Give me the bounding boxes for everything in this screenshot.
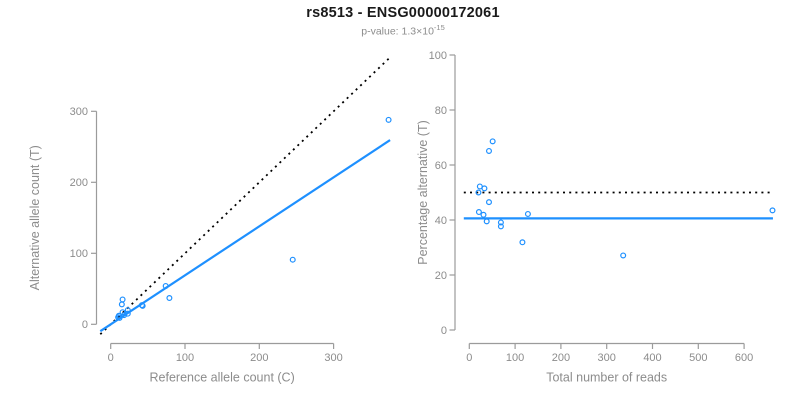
data-point xyxy=(519,239,526,246)
data-point xyxy=(124,307,131,314)
pvalue-exponent: -15 xyxy=(433,23,445,32)
data-point xyxy=(620,252,627,259)
data-point xyxy=(124,310,131,317)
y-tick-label: 0 xyxy=(82,319,88,331)
x-tick-label: 300 xyxy=(324,352,342,364)
data-point xyxy=(489,138,496,145)
x-tick-label: 200 xyxy=(250,352,268,364)
fit-line xyxy=(99,139,391,333)
x-tick-label: 400 xyxy=(643,352,661,364)
y-tick-label: 20 xyxy=(435,270,447,282)
x-tick-label: 200 xyxy=(552,352,570,364)
data-point xyxy=(385,116,392,123)
data-point xyxy=(481,185,488,192)
data-point xyxy=(497,219,504,226)
data-point xyxy=(497,223,504,230)
y-tick-label: 100 xyxy=(429,50,447,62)
x-tick-label: 500 xyxy=(689,352,707,364)
y-axis-label: Percentage alternative (T) xyxy=(416,120,430,265)
x-axis-label: Reference allele count (C) xyxy=(150,371,295,385)
data-point xyxy=(119,296,126,303)
y-tick-label: 300 xyxy=(70,106,88,118)
data-point xyxy=(483,218,490,225)
x-tick-label: 300 xyxy=(598,352,616,364)
x-tick-label: 0 xyxy=(466,352,472,364)
y-tick-label: 60 xyxy=(435,160,447,172)
data-point xyxy=(162,282,169,289)
figure-title: rs8513 - ENSG00000172061 xyxy=(306,5,500,21)
data-point xyxy=(138,302,145,309)
y-tick-label: 200 xyxy=(70,177,88,189)
data-point xyxy=(289,256,296,263)
y-tick-label: 100 xyxy=(70,248,88,260)
data-point xyxy=(480,211,487,218)
data-point xyxy=(118,301,125,308)
y-axis-label: Alternative allele count (T) xyxy=(28,145,42,290)
identity-line xyxy=(99,56,391,335)
y-tick-label: 40 xyxy=(435,215,447,227)
data-point xyxy=(475,189,482,196)
data-point xyxy=(116,314,123,321)
x-tick-label: 600 xyxy=(735,352,753,364)
y-tick-label: 0 xyxy=(441,325,447,337)
data-point xyxy=(769,207,776,214)
x-tick-label: 100 xyxy=(506,352,524,364)
data-point xyxy=(524,210,531,217)
data-point xyxy=(485,199,492,206)
data-point xyxy=(166,295,173,302)
data-point xyxy=(485,147,492,154)
pvalue-subtitle: p-value: 1.3×10-15 xyxy=(3,23,800,38)
data-point xyxy=(139,302,146,309)
data-point xyxy=(475,209,482,216)
x-tick-label: 0 xyxy=(108,352,114,364)
x-axis-label: Total number of reads xyxy=(546,371,667,385)
y-tick-label: 80 xyxy=(435,105,447,117)
x-tick-label: 100 xyxy=(176,352,194,364)
pvalue-label: p-value: 1.3×10 xyxy=(361,25,434,38)
